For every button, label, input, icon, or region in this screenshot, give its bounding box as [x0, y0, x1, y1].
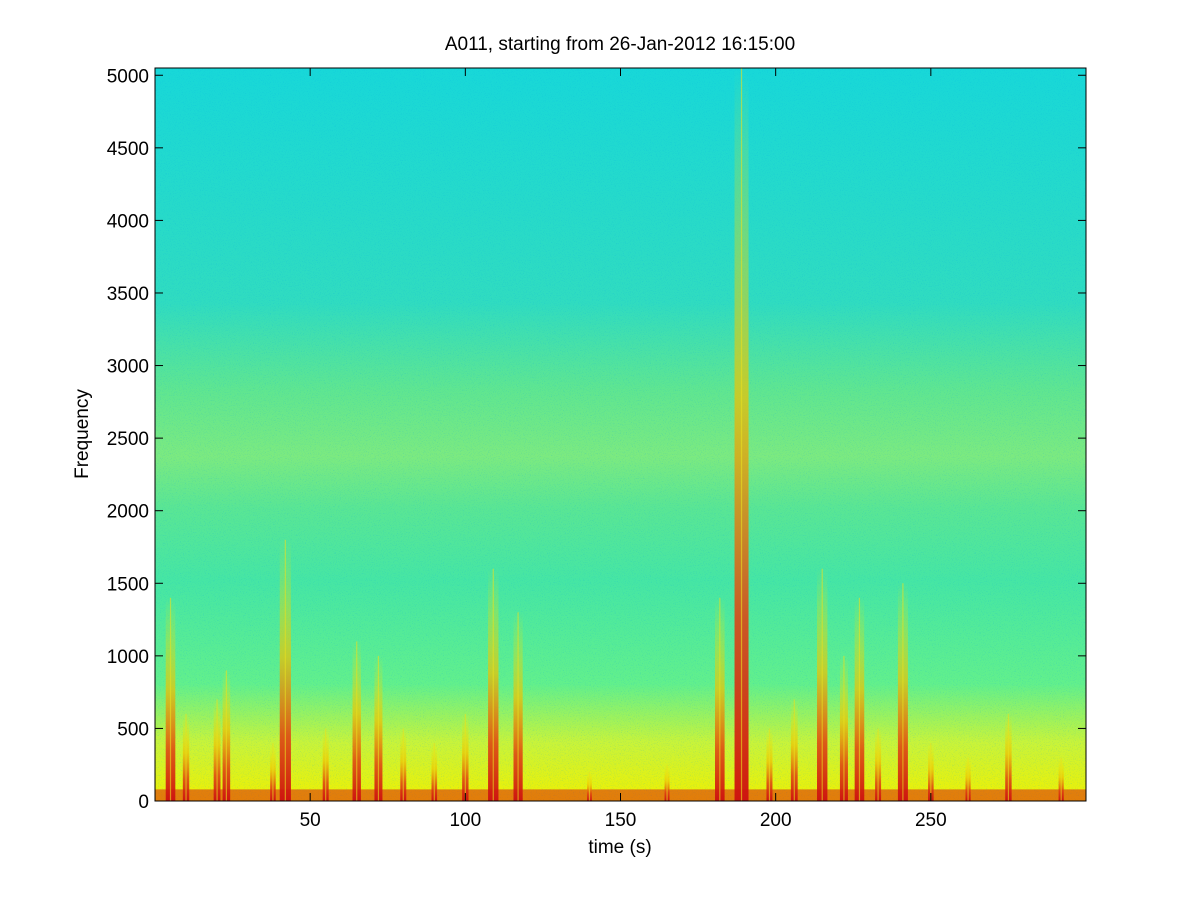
x-tick-label: 250 — [915, 810, 947, 831]
x-axis-ticks: 50 100 150 200 250 — [300, 68, 947, 831]
x-tick-label: 200 — [760, 810, 792, 831]
chart-title: A011, starting from 26-Jan-2012 16:15:00 — [445, 34, 795, 55]
y-tick-label: 1000 — [107, 647, 149, 668]
y-tick-label: 4000 — [107, 211, 149, 232]
y-tick-label: 0 — [138, 792, 149, 813]
y-tick-label: 3500 — [107, 284, 149, 305]
energy-bursts — [165, 68, 1064, 801]
spectrogram-noise-texture — [155, 68, 1086, 801]
x-tick-label: 150 — [605, 810, 637, 831]
x-tick-label: 100 — [449, 810, 481, 831]
y-axis-label: Frequency — [72, 389, 93, 479]
y-tick-label: 4500 — [107, 139, 149, 160]
y-tick-label: 2500 — [107, 429, 149, 450]
y-tick-label: 500 — [117, 719, 149, 740]
y-tick-label: 1500 — [107, 574, 149, 595]
y-tick-label: 3000 — [107, 357, 149, 378]
x-axis-label: time (s) — [588, 837, 651, 858]
x-tick-label: 50 — [300, 810, 321, 831]
plot-area — [155, 68, 1086, 801]
y-tick-label: 5000 — [107, 66, 149, 87]
y-axis-ticks: 0 500 1000 1500 2000 2500 3000 3500 4000 4500 5000 — [107, 66, 1086, 813]
y-tick-label: 2000 — [107, 502, 149, 523]
